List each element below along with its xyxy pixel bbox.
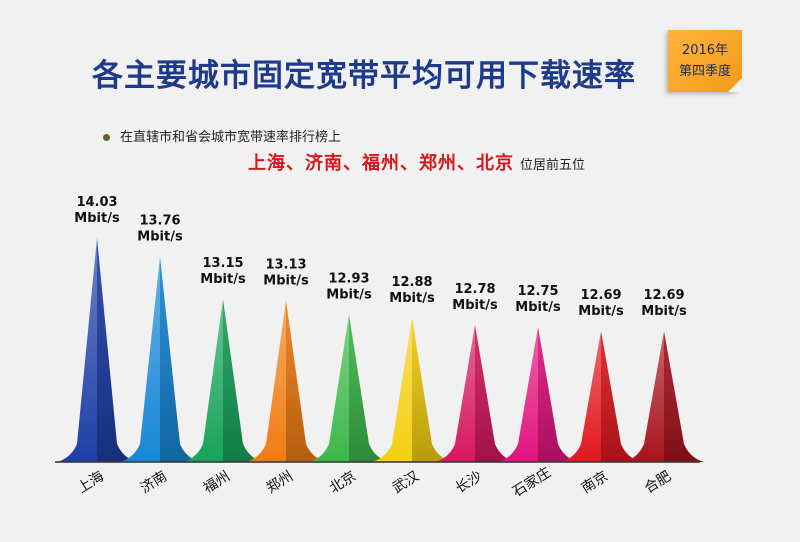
spike-长沙 [435, 324, 515, 462]
badge-quarter: 第四季度 [678, 64, 731, 79]
spike-left-face [57, 238, 97, 462]
spike-武汉 [372, 317, 452, 462]
category-label: 长沙 [453, 468, 485, 496]
unit-label: Mbit/s [578, 304, 624, 319]
category-label: 济南 [138, 468, 170, 496]
spike-right-face [160, 256, 200, 462]
spike-right-face [223, 299, 263, 462]
spike-left-face [120, 256, 160, 462]
value-label: 13.13 [265, 257, 306, 272]
category-label: 郑州 [264, 468, 296, 496]
category-label: 石家庄 [509, 464, 554, 501]
badge-year: 2016年 [681, 43, 729, 58]
spike-郑州 [246, 300, 326, 462]
category-label: 北京 [327, 468, 359, 496]
spike-南京 [561, 331, 641, 462]
subtitle-row: 在直辖市和省会城市宽带速率排行榜上 [103, 126, 341, 145]
spike-济南 [120, 256, 200, 462]
spike-left-face [624, 331, 664, 462]
spike-left-face [309, 314, 349, 462]
spike-left-face [183, 299, 223, 462]
spike-left-face [498, 326, 538, 462]
unit-label: Mbit/s [389, 291, 435, 306]
spike-left-face [435, 324, 475, 462]
spike-right-face [286, 300, 326, 462]
value-label: 12.75 [517, 284, 558, 299]
top-five-suffix: 位居前五位 [520, 158, 586, 173]
period-badge: 2016年 第四季度 [668, 30, 742, 92]
spike-right-face [601, 331, 641, 462]
category-label: 合肥 [642, 468, 674, 496]
top-five-cities: 上海、济南、福州、郑州、北京 [248, 153, 514, 174]
unit-label: Mbit/s [641, 304, 687, 319]
unit-label: Mbit/s [263, 273, 309, 288]
unit-label: Mbit/s [326, 287, 372, 302]
spike-layer [57, 238, 704, 462]
value-label: 12.69 [643, 288, 684, 303]
unit-label: Mbit/s [137, 230, 183, 245]
spike-right-face [349, 314, 389, 462]
value-label: 13.76 [139, 214, 180, 229]
highlight-row: 上海、济南、福州、郑州、北京 位居前五位 [248, 149, 585, 175]
page-title: 各主要城市固定宽带平均可用下载速率 [92, 58, 636, 94]
bullet-icon [103, 134, 110, 141]
value-label: 12.93 [328, 271, 369, 286]
spike-right-face [538, 326, 578, 462]
spike-right-face [664, 331, 704, 462]
value-label: 12.88 [391, 275, 432, 290]
spike-福州 [183, 299, 263, 462]
category-label: 武汉 [390, 468, 422, 496]
spike-left-face [246, 300, 286, 462]
category-label: 上海 [75, 468, 107, 496]
unit-label: Mbit/s [452, 298, 498, 313]
spike-left-face [372, 317, 412, 462]
value-label: 12.78 [454, 282, 495, 297]
spike-石家庄 [498, 326, 578, 462]
spike-北京 [309, 314, 389, 462]
spike-left-face [561, 331, 601, 462]
unit-label: Mbit/s [515, 300, 561, 315]
value-label: 12.69 [580, 288, 621, 303]
value-label: 13.15 [202, 256, 243, 271]
spike-合肥 [624, 331, 704, 462]
spike-right-face [475, 324, 515, 462]
category-label: 南京 [579, 468, 611, 496]
spike-right-face [412, 317, 452, 462]
spike-上海 [57, 238, 137, 462]
category-label: 福州 [201, 468, 233, 496]
unit-label: Mbit/s [200, 272, 246, 287]
subtitle: 在直辖市和省会城市宽带速率排行榜上 [120, 130, 342, 145]
unit-label: Mbit/s [74, 211, 120, 226]
value-label: 14.03 [76, 195, 117, 210]
spike-right-face [97, 238, 137, 462]
